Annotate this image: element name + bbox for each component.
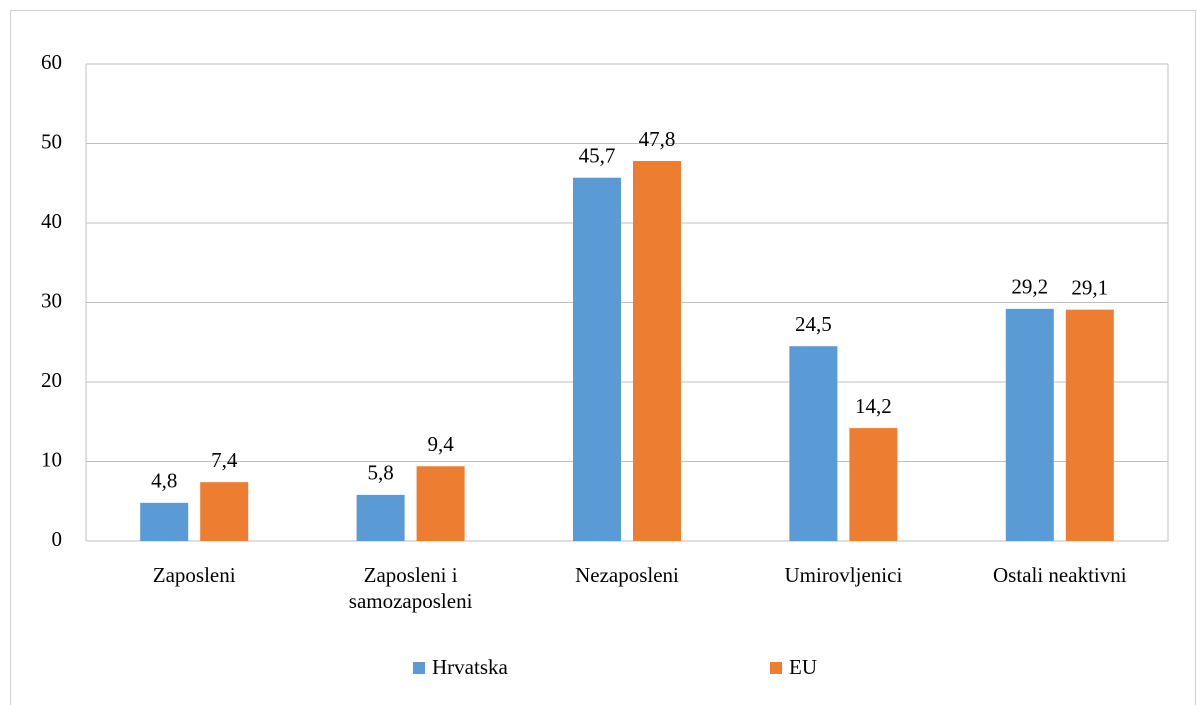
- bar: [140, 502, 189, 541]
- y-tick-label: 40: [41, 209, 62, 233]
- bar: [1065, 309, 1114, 541]
- x-tick-label: Umirovljenici: [784, 563, 903, 587]
- bar: [789, 346, 838, 541]
- legend-label: Hrvatska: [432, 655, 508, 679]
- x-tick-label: Nezaposleni: [575, 563, 679, 587]
- bar: [573, 177, 621, 541]
- y-tick-label: 20: [41, 368, 62, 392]
- chart-frame: [10, 10, 1196, 705]
- value-label: 9,4: [427, 432, 454, 456]
- bar: [1005, 308, 1054, 541]
- value-label: 24,5: [795, 312, 832, 336]
- value-label: 29,1: [1071, 275, 1108, 299]
- y-tick-label: 30: [41, 288, 62, 312]
- bar: [200, 482, 249, 541]
- value-label: 5,8: [367, 461, 393, 485]
- legend-swatch: [413, 662, 425, 674]
- y-tick-label: 0: [52, 527, 63, 551]
- x-tick-label: Zaposleni i samozaposleni: [348, 563, 473, 613]
- legend-label: EU: [789, 655, 817, 679]
- y-tick-label: 50: [41, 129, 62, 153]
- bar: [633, 160, 681, 542]
- y-tick-label: 10: [41, 447, 62, 471]
- x-tick-label: Ostali neaktivni: [993, 563, 1127, 587]
- value-label: 45,7: [579, 143, 616, 167]
- bar: [849, 428, 898, 541]
- legend-swatch: [770, 662, 782, 674]
- bar: [416, 466, 465, 541]
- value-label: 14,2: [855, 394, 892, 418]
- value-label: 4,8: [151, 469, 177, 493]
- y-tick-label: 60: [41, 50, 62, 74]
- x-tick-label: Zaposleni: [152, 563, 236, 587]
- value-label: 29,2: [1011, 275, 1048, 299]
- bar: [356, 494, 405, 541]
- value-label: 7,4: [211, 448, 238, 472]
- value-label: 47,8: [639, 127, 676, 151]
